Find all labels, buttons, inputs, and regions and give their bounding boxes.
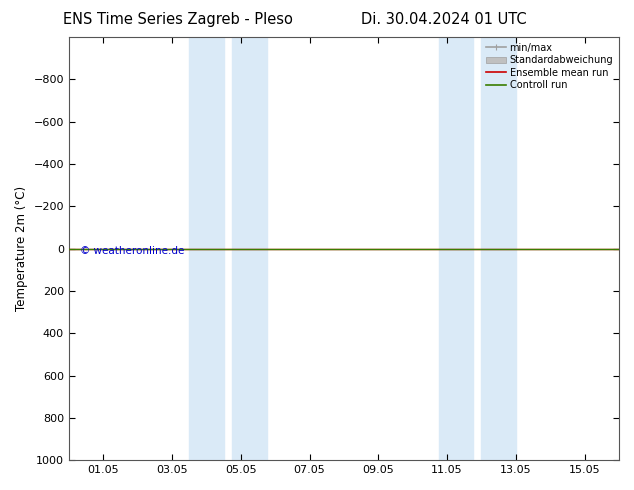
Bar bbox=[439, 37, 473, 460]
Bar bbox=[481, 37, 516, 460]
Legend: min/max, Standardabweichung, Ensemble mean run, Controll run: min/max, Standardabweichung, Ensemble me… bbox=[482, 39, 617, 94]
Bar bbox=[232, 37, 267, 460]
Y-axis label: Temperature 2m (°C): Temperature 2m (°C) bbox=[15, 186, 28, 311]
Text: Di. 30.04.2024 01 UTC: Di. 30.04.2024 01 UTC bbox=[361, 12, 527, 27]
Text: © weatheronline.de: © weatheronline.de bbox=[80, 246, 184, 256]
Bar bbox=[189, 37, 224, 460]
Text: ENS Time Series Zagreb - Pleso: ENS Time Series Zagreb - Pleso bbox=[63, 12, 292, 27]
